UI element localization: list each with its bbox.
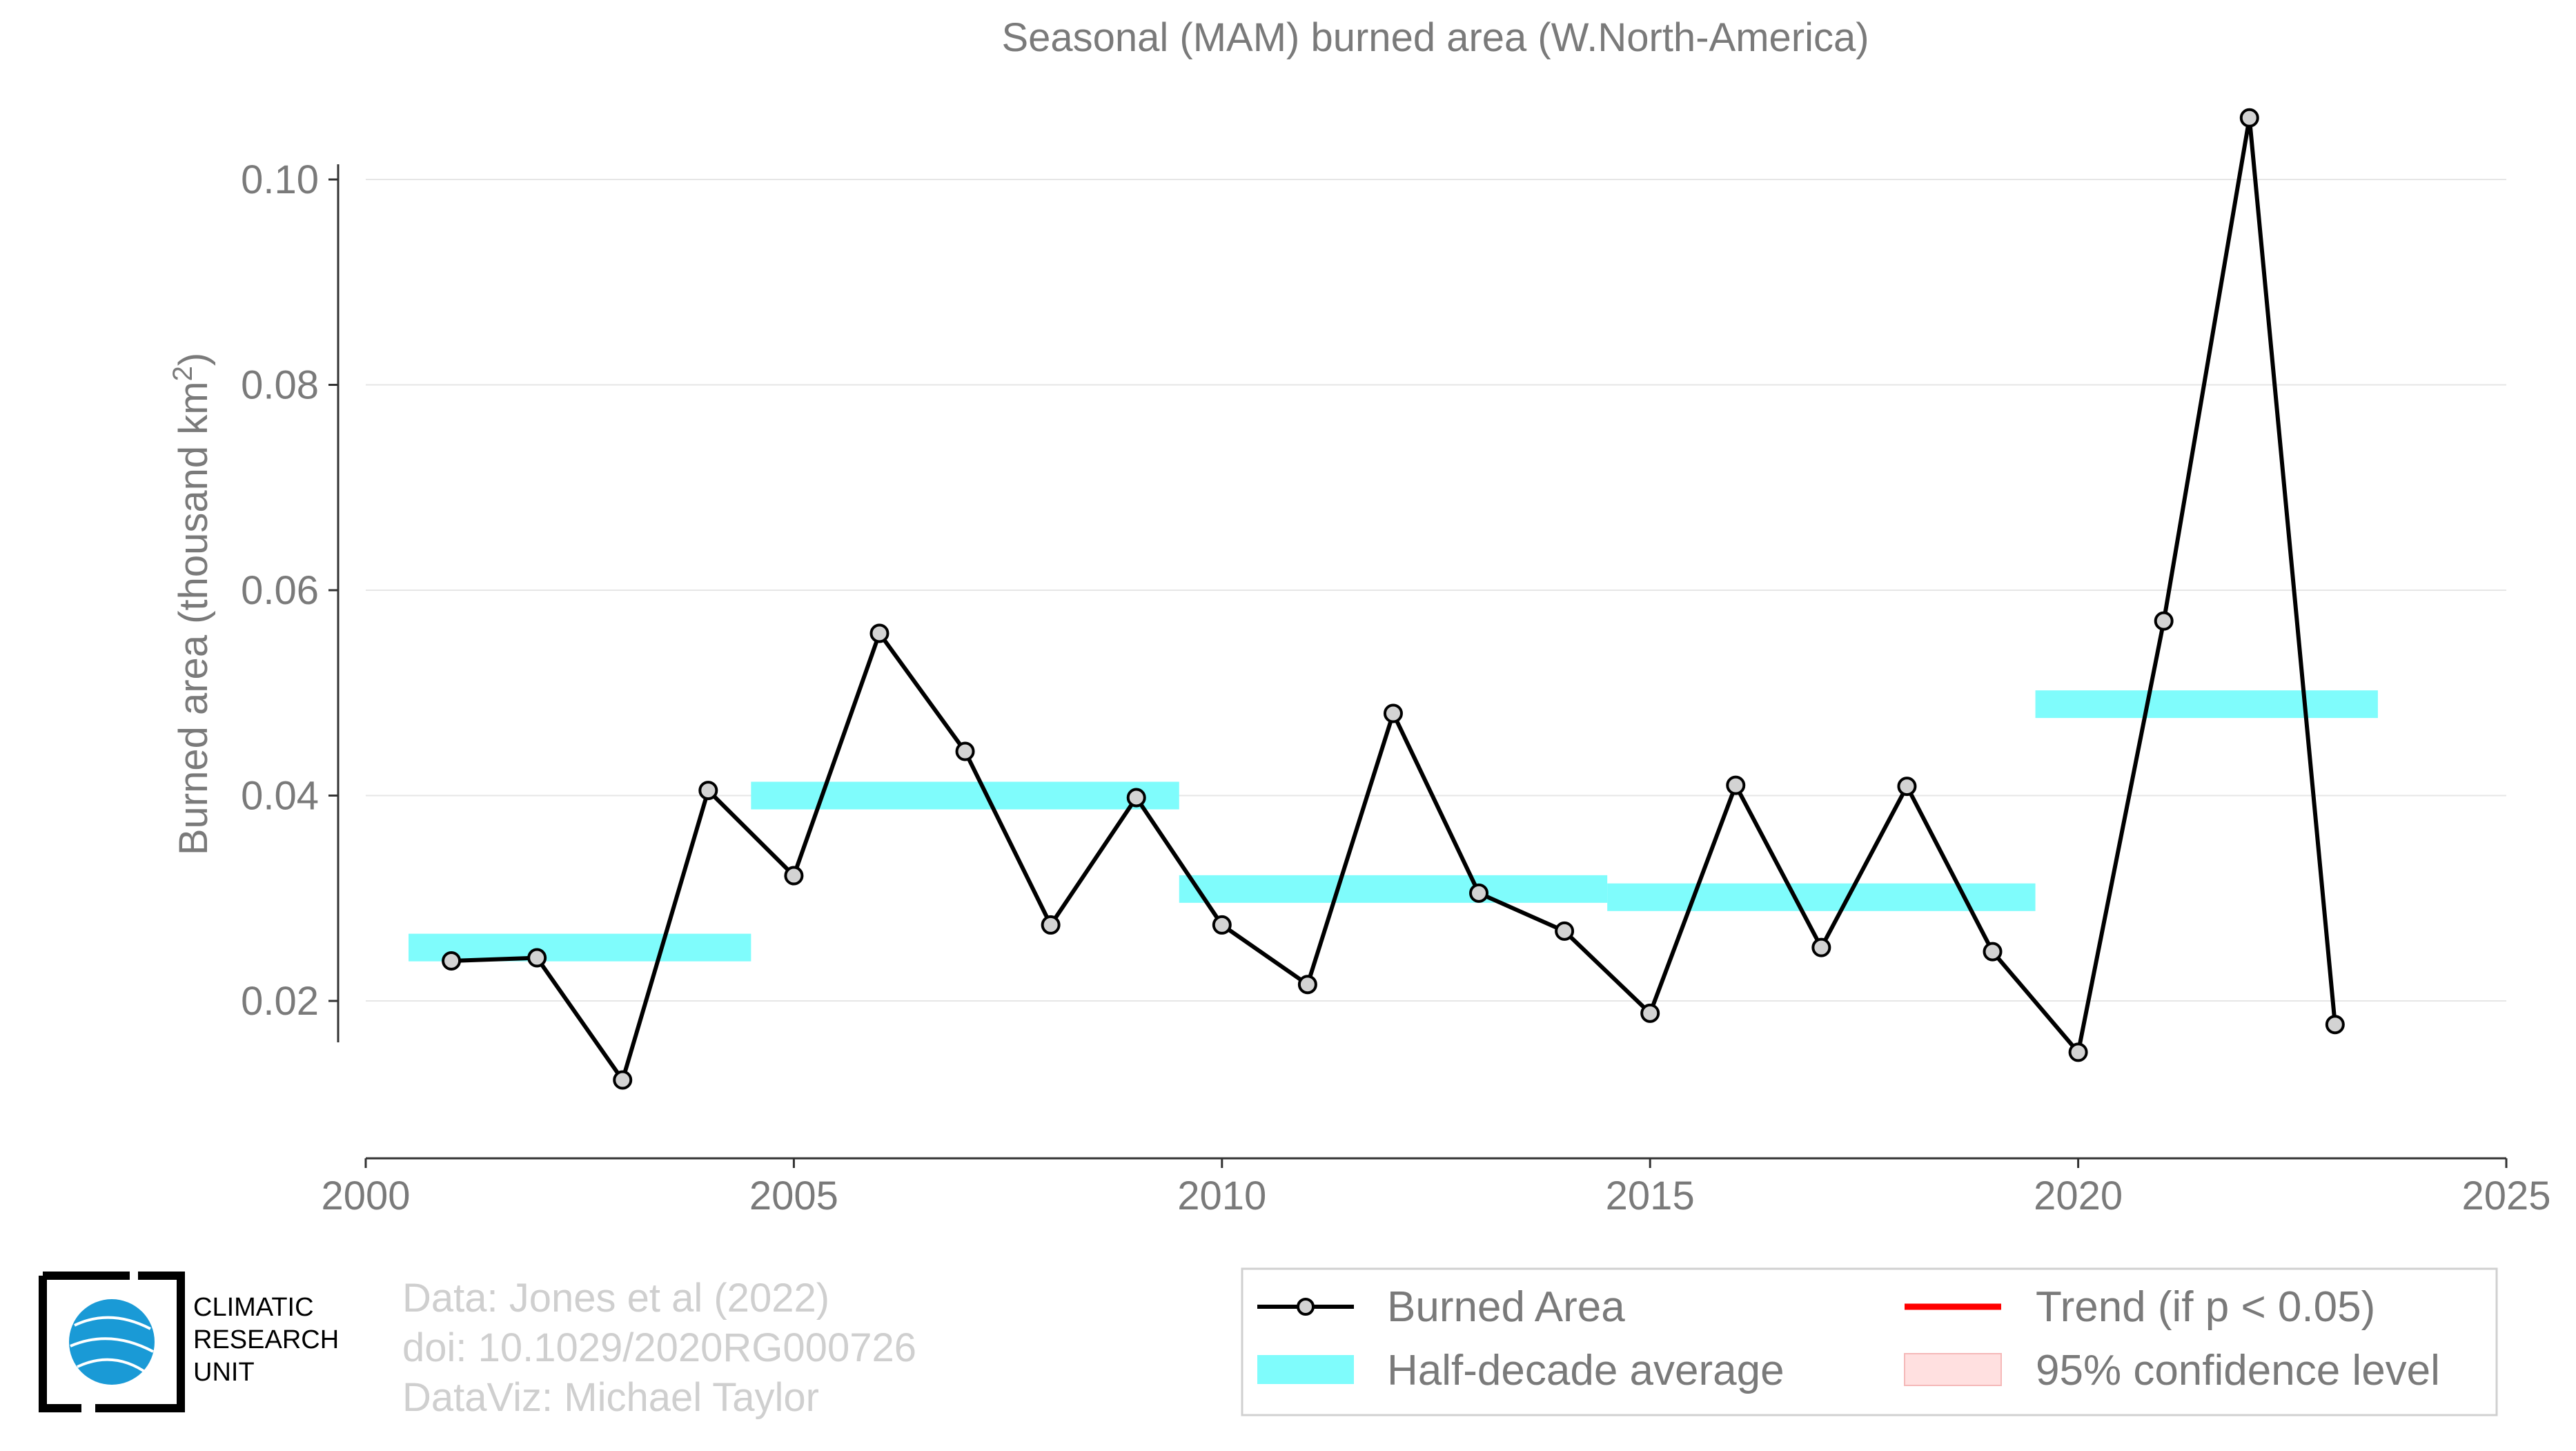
data-point	[869, 623, 889, 643]
chart-title: Seasonal (MAM) burned area (W.North-Amer…	[1001, 15, 1869, 60]
data-point	[1126, 788, 1146, 808]
legend-burned-area-marker	[1297, 1298, 1315, 1316]
data-point	[1469, 883, 1489, 903]
legend-label-trend: Trend (if p < 0.05)	[2036, 1283, 2375, 1331]
data-point	[1811, 937, 1831, 957]
data-point	[1726, 775, 1746, 795]
legend: Burned Area Trend (if p < 0.05) Half-dec…	[1241, 1267, 2498, 1416]
data-point	[2239, 108, 2259, 128]
data-point	[784, 866, 804, 886]
x-ticks: 2000 2005 2010 2015 2020 2025	[321, 1158, 2551, 1218]
data-point	[1041, 915, 1061, 935]
half-decade-band	[751, 781, 1179, 810]
y-ticks: 0.02 0.04 0.06 0.08 0.10	[241, 157, 338, 1024]
legend-confidence-swatch	[1904, 1353, 2002, 1386]
y-axis-label: Burned area (thousand km2)	[168, 353, 216, 855]
legend-label-half-decade: Half-decade average	[1387, 1347, 1784, 1394]
globe-lines-icon	[70, 1316, 154, 1375]
logo-line-1: CLIMATIC	[193, 1293, 314, 1322]
logo-bracket-icon	[39, 1272, 185, 1412]
data-point	[1383, 703, 1403, 723]
data-point	[1640, 1003, 1660, 1023]
credit-data: Data: Jones et al (2022)	[402, 1276, 829, 1321]
cru-logo: CLIMATIC RESEARCH UNIT	[39, 1272, 339, 1412]
half-decade-band	[2035, 690, 2378, 719]
x-tick-label: 2010	[1177, 1174, 1266, 1218]
x-tick-label: 2005	[749, 1174, 838, 1218]
y-tick-label: 0.10	[241, 157, 319, 202]
logo-line-2: RESEARCH	[193, 1325, 339, 1354]
data-point	[955, 741, 975, 761]
burned-area-series	[442, 108, 2345, 1090]
y-tick-label: 0.04	[241, 774, 319, 819]
data-point	[1983, 942, 2003, 962]
legend-box	[1241, 1267, 2498, 1416]
legend-label-burned-area: Burned Area	[1387, 1283, 1625, 1331]
data-point	[527, 948, 547, 968]
data-point	[1897, 777, 1917, 797]
credit-doi: doi: 10.1029/2020RG000726	[402, 1325, 916, 1370]
x-tick-label: 2025	[2461, 1174, 2550, 1218]
half-decade-bands	[409, 690, 2378, 962]
data-point	[2325, 1015, 2345, 1035]
data-point	[1555, 921, 1575, 941]
data-point	[1297, 975, 1317, 995]
x-tick-label: 2000	[321, 1174, 410, 1218]
data-point	[613, 1070, 633, 1090]
data-point	[2068, 1042, 2088, 1062]
gridlines	[366, 179, 2506, 1002]
data-point	[698, 781, 718, 801]
half-decade-band	[409, 933, 751, 962]
legend-half-decade-swatch	[1257, 1355, 1354, 1384]
y-tick-label: 0.06	[241, 568, 319, 613]
x-tick-label: 2020	[2034, 1174, 2123, 1218]
data-point	[442, 951, 462, 971]
y-tick-label: 0.08	[241, 363, 319, 408]
logo-line-3: UNIT	[193, 1358, 255, 1387]
y-tick-label: 0.02	[241, 979, 319, 1024]
data-point	[2154, 611, 2174, 631]
x-tick-label: 2015	[1606, 1174, 1695, 1218]
legend-label-confidence: 95% confidence level	[2036, 1347, 2440, 1394]
credit-dataviz: DataViz: Michael Taylor	[402, 1375, 819, 1420]
half-decade-band	[1179, 875, 1608, 903]
data-point	[1212, 915, 1232, 935]
